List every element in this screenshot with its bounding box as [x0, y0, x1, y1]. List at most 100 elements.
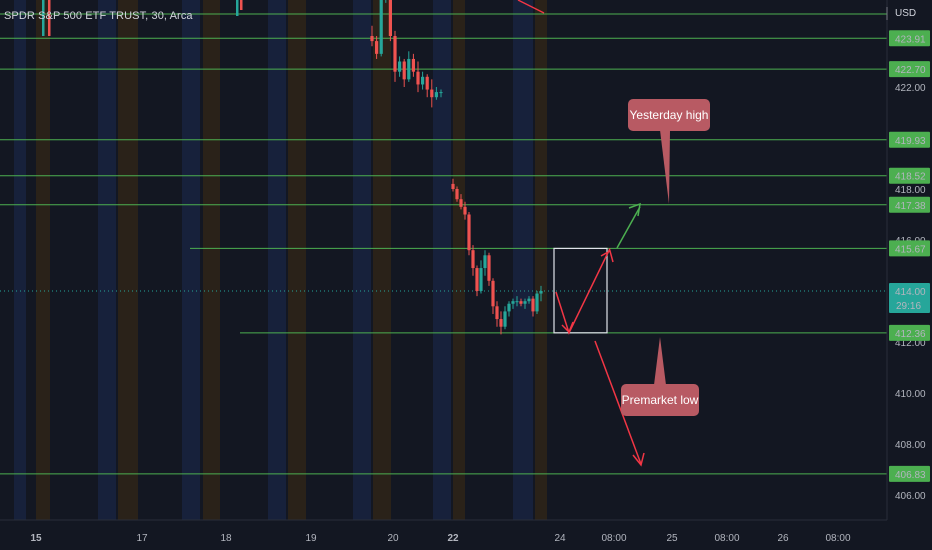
candle-day20	[388, 0, 392, 37]
level-label: 412.36	[895, 329, 926, 340]
candle-day22	[511, 301, 515, 304]
candle-day20	[398, 61, 402, 72]
candle-day20	[375, 41, 379, 54]
trend-fragment	[517, 0, 545, 14]
level-label-bg	[889, 465, 930, 482]
session-band	[182, 0, 200, 520]
candle-day22	[479, 268, 483, 291]
price-tick: 410.00	[895, 389, 926, 400]
arrow-down-head	[632, 452, 645, 467]
session-band	[36, 0, 50, 520]
arrow-head	[600, 249, 614, 263]
callout-premarket-low-pointer	[654, 337, 666, 385]
level-label-bg	[889, 240, 930, 257]
candle-day20	[370, 36, 374, 42]
level-label: 419.93	[895, 136, 926, 147]
time-axis[interactable]: 15 17 18 19 20 22 24 08:00 25 08:00 26 08:00	[0, 519, 887, 544]
time-label: 22	[447, 533, 459, 544]
candlestick-series	[42, 0, 545, 335]
candle-day22	[455, 189, 459, 200]
price-tick: 422.00	[895, 83, 926, 94]
session-band	[118, 0, 138, 520]
candle-day22	[523, 301, 527, 304]
level-label-bg	[889, 30, 930, 47]
candle-day22	[519, 301, 523, 304]
horizontal-levels[interactable]	[0, 13, 887, 475]
candle-fragment	[48, 0, 51, 36]
session-band	[203, 0, 220, 520]
candle-day20	[402, 61, 406, 80]
time-label: 08:00	[714, 533, 739, 544]
session-band	[433, 0, 451, 520]
callout-premarket-low-text: Premarket low	[622, 393, 699, 407]
session-band	[453, 0, 465, 520]
price-tick: 408.00	[895, 440, 926, 451]
price-tick: 406.00	[895, 491, 926, 502]
time-label: 08:00	[825, 533, 850, 544]
level-label: 406.83	[895, 470, 926, 481]
callout-yesterday-high-pointer	[660, 130, 670, 204]
arrow-down-red	[594, 340, 642, 465]
candle-day20	[416, 71, 420, 85]
callout-premarket-low-box	[621, 384, 699, 416]
candle-day22	[475, 268, 479, 291]
candle-fragment	[236, 0, 239, 16]
current-price-bg	[889, 283, 930, 313]
candle-day20	[439, 92, 443, 94]
projection-drawing[interactable]	[553, 202, 645, 467]
candle-day22	[531, 298, 535, 312]
currency-label[interactable]: USD	[895, 8, 917, 19]
candle-day22	[515, 301, 519, 303]
candle-day22	[491, 280, 495, 307]
level-label: 422.70	[895, 65, 926, 76]
session-band	[268, 0, 286, 520]
time-label: 08:00	[601, 533, 626, 544]
candle-day22	[535, 293, 539, 312]
candle-fragment	[42, 0, 45, 36]
candle-day22	[459, 199, 463, 207]
session-band	[98, 0, 116, 520]
candle-fragment	[240, 0, 243, 10]
candle-day22	[495, 306, 499, 320]
candle-day22	[539, 291, 543, 294]
time-label: 20	[387, 533, 399, 544]
candle-day22	[503, 311, 507, 327]
session-band	[513, 0, 533, 520]
projection-box	[553, 247, 608, 334]
candle-day20	[379, 0, 383, 54]
session-bands	[14, 0, 547, 520]
candle-day20	[407, 58, 411, 80]
candle-day20	[425, 76, 429, 90]
session-band	[535, 0, 547, 520]
symbol-title[interactable]: SPDR S&P 500 ETF TRUST, 30, Arca	[4, 10, 193, 22]
level-label-bg	[889, 167, 930, 184]
candle-day22	[471, 250, 475, 269]
countdown-label: 29:16	[896, 301, 921, 312]
time-label: 26	[777, 533, 789, 544]
callout-annotations[interactable]: Yesterday high Premarket low	[621, 99, 710, 416]
candle-day22	[499, 319, 503, 327]
time-label: 25	[666, 533, 678, 544]
arrow-up-head	[628, 202, 641, 217]
arrow-up-green	[616, 206, 641, 249]
session-band	[288, 0, 306, 520]
candle-day20	[434, 92, 438, 98]
level-label-bg	[889, 61, 930, 78]
candle-day22	[483, 255, 487, 269]
session-band	[353, 0, 371, 520]
price-axis[interactable]: 422.00418.00416.00412.00410.00408.00406.…	[886, 0, 930, 520]
candle-day22	[527, 298, 531, 302]
candle-day22	[467, 214, 471, 251]
session-band	[373, 0, 391, 520]
callout-yesterday-high-text: Yesterday high	[630, 108, 709, 122]
price-tick: 418.00	[895, 185, 926, 196]
arrow-head	[561, 321, 574, 334]
level-label-bg	[889, 131, 930, 148]
level-label: 415.67	[895, 244, 926, 255]
callout-yesterday-high: Yesterday high	[628, 99, 710, 204]
time-label: 19	[305, 533, 317, 544]
candle-day22	[487, 255, 491, 281]
current-price-label: 414.00	[895, 287, 926, 298]
candle-day20	[421, 76, 425, 85]
